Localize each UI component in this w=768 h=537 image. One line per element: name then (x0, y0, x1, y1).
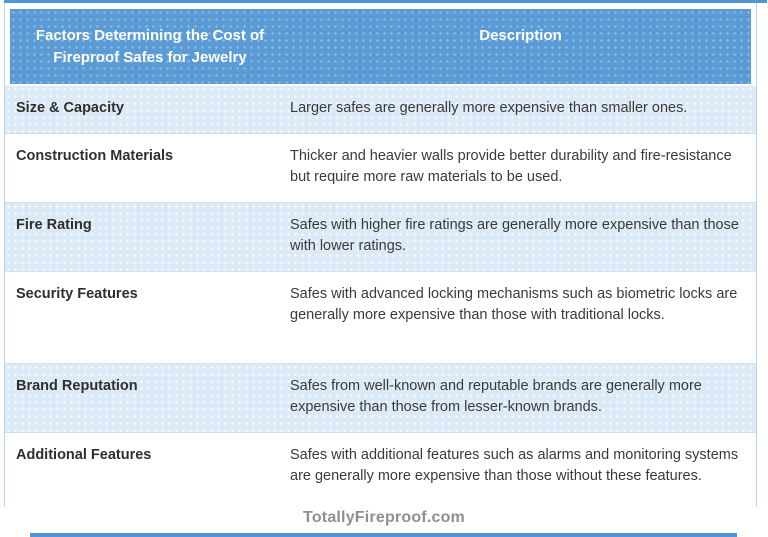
top-accent-bar (4, 0, 767, 3)
description-cell: Thicker and heavier walls provide better… (290, 148, 732, 185)
column-header-description: Description (479, 27, 562, 44)
description-cell: Safes from well-known and reputable bran… (290, 378, 702, 415)
table-body: Size & Capacity Larger safes are general… (5, 86, 756, 521)
factor-cell: Construction Materials (16, 148, 174, 164)
table-row: Brand Reputation Safes from well-known a… (5, 363, 756, 432)
column-header-factors: Factors Determining the Cost of Fireproo… (35, 27, 265, 66)
cost-factors-table: Factors Determining the Cost of Fireproo… (4, 3, 757, 521)
factor-cell: Security Features (16, 286, 138, 302)
description-cell: Larger safes are generally more expensiv… (290, 100, 688, 116)
table-row: Additional Features Safes with additiona… (5, 432, 756, 521)
table-row: Fire Rating Safes with higher fire ratin… (5, 202, 756, 271)
table-header-row: Factors Determining the Cost of Fireproo… (10, 9, 751, 84)
factor-cell: Fire Rating (16, 217, 92, 233)
site-attribution: TotallyFireproof.com (303, 509, 465, 526)
bottom-accent-bar (30, 533, 737, 537)
table-row: Construction Materials Thicker and heavi… (5, 133, 756, 202)
factor-cell: Brand Reputation (16, 378, 138, 394)
description-cell: Safes with advanced locking mechanisms s… (290, 286, 738, 323)
table-row: Security Features Safes with advanced lo… (5, 271, 756, 363)
factor-cell: Size & Capacity (16, 100, 124, 116)
factor-cell: Additional Features (16, 447, 152, 463)
description-cell: Safes with higher fire ratings are gener… (290, 217, 739, 254)
table-row: Size & Capacity Larger safes are general… (5, 86, 756, 133)
description-cell: Safes with additional features such as a… (290, 447, 739, 484)
